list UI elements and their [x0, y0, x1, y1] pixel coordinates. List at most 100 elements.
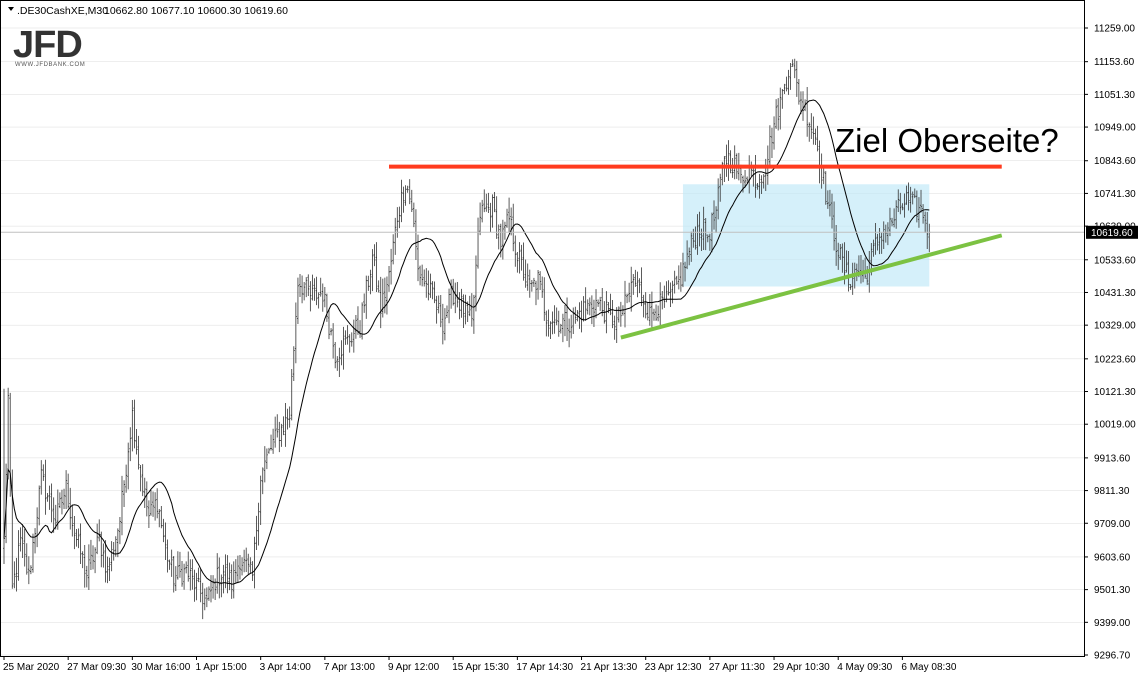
ohlc-bar: [762, 174, 765, 189]
ohlc-bar: [299, 274, 302, 298]
price-tick-label: 9811.30: [1094, 486, 1130, 497]
ohlc-bar: [781, 88, 784, 109]
ohlc-bar: [354, 314, 357, 339]
ohlc-bar: [462, 294, 465, 329]
ohlc-bar: [655, 304, 658, 321]
ohlc-bar: [773, 116, 776, 150]
ohlc-bar: [330, 328, 333, 336]
ohlc-bar: [276, 414, 279, 438]
time-tick-label: 17 Apr 14:30: [516, 662, 573, 673]
ohlc-bar: [96, 523, 99, 555]
ohlc-bar: [102, 543, 105, 568]
plot-frame: [0, 0, 1085, 657]
ohlc-bar: [83, 544, 86, 588]
ohlc-bar: [195, 572, 198, 601]
ohlc-bar: [425, 268, 428, 298]
ohlc-bar: [381, 278, 384, 318]
ohlc-bar: [412, 202, 415, 228]
ohlc-bar: [518, 242, 521, 274]
ohlc-bar: [826, 190, 829, 209]
ohlc-bar: [812, 116, 815, 145]
ohlc-bar: [524, 259, 527, 288]
support-trendline[interactable]: [620, 233, 1003, 340]
time-tick-label: 3 Apr 14:00: [260, 662, 312, 673]
ohlc-bar: [286, 408, 289, 430]
ohlc-bar: [149, 490, 152, 516]
ohlc-bar: [822, 168, 825, 185]
ohlc-bar: [789, 62, 792, 90]
ohlc-bar: [284, 402, 287, 447]
ohlc-bar: [87, 544, 90, 591]
ohlc-bar: [775, 99, 778, 129]
ohlc-bar: [530, 280, 533, 292]
ohlc-bar: [537, 269, 540, 300]
ohlc-bar: [897, 189, 900, 213]
ohlc-bar: [561, 313, 564, 343]
ohlc-bar: [814, 128, 817, 145]
ohlc-bar: [104, 540, 107, 583]
ohlc-bar: [162, 518, 165, 543]
ohlc-bar: [307, 274, 310, 297]
ohlc-bar: [156, 488, 159, 519]
price-tick-label: 9603.60: [1094, 552, 1131, 563]
ohlc-bar: [437, 295, 440, 314]
ohlc-bar: [185, 561, 188, 574]
ohlc-bar: [615, 307, 618, 343]
time-tick-label: 4 May 09:30: [837, 662, 892, 673]
ohlc-bar: [193, 569, 196, 602]
time-tick-label: 29 Apr 10:30: [773, 662, 830, 673]
ohlc-bar: [352, 319, 355, 353]
ohlc-bar: [586, 299, 589, 315]
ohlc-bar: [690, 231, 693, 262]
ohlc-bar: [216, 553, 219, 594]
price-tick-label: 9296.70: [1094, 651, 1131, 662]
ohlc-bar: [263, 446, 266, 483]
ohlc-bar: [336, 356, 339, 371]
ohlc-bar: [232, 561, 235, 599]
ohlc-bar: [882, 221, 885, 250]
ohlc-bar: [110, 541, 113, 572]
price-tick-label: 9709.00: [1094, 519, 1131, 530]
ohlc-bar: [170, 549, 173, 577]
ohlc-bar: [684, 261, 687, 282]
ohlc-bar: [423, 269, 426, 287]
ohlc-bar: [338, 347, 341, 377]
ohlc-bar: [207, 586, 210, 601]
ohlc-bar: [305, 277, 308, 298]
ohlc-bar: [719, 173, 722, 202]
ohlc-bar: [466, 301, 469, 323]
ohlc-bar: [696, 214, 699, 255]
ohlc-bar: [431, 281, 434, 300]
ohlc-bar: [663, 285, 666, 308]
ohlc-bar: [514, 235, 517, 267]
ohlc-bar: [768, 125, 771, 168]
ohlc-bar: [81, 551, 84, 569]
ohlc-bar: [744, 170, 747, 188]
ohlc-bar: [646, 302, 649, 321]
ohlc-bar: [506, 208, 509, 228]
ohlc-bar: [404, 185, 407, 206]
ohlc-bar: [487, 192, 490, 213]
ohlc-bar: [421, 264, 424, 287]
ohlc-bar: [520, 244, 523, 271]
ohlc-bar: [15, 557, 18, 592]
ohlc-bar: [483, 189, 486, 213]
ohlc-bar: [756, 182, 759, 190]
ohlc-bar: [493, 191, 496, 213]
ohlc-bar: [429, 273, 432, 298]
ohlc-bar: [901, 203, 904, 211]
ohlc-bar: [675, 275, 678, 285]
ohlc-bar: [508, 197, 511, 233]
ohlc-bar: [752, 167, 755, 187]
ohlc-bar: [313, 278, 316, 301]
price-tick-label: 10533.60: [1094, 255, 1136, 266]
symbol-label[interactable]: .DE30CashXE,M30: [17, 5, 108, 17]
dropdown-triangle-icon[interactable]: [8, 7, 14, 11]
ohlc-bar: [373, 244, 376, 267]
jfd-logo: JFD WWW.JFDBANK.COM: [13, 24, 85, 68]
ohlc-bar: [899, 192, 902, 215]
ohlc-bar: [178, 551, 181, 578]
ohlc-bar: [592, 299, 595, 327]
ohlc-bar: [141, 464, 144, 497]
